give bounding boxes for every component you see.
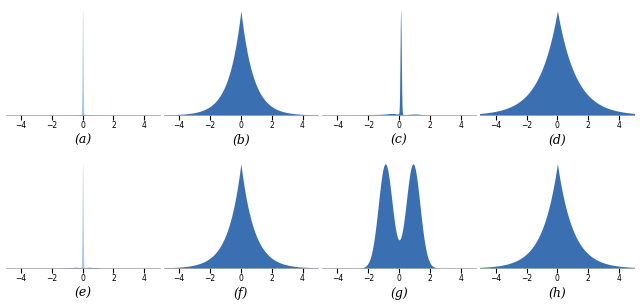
X-axis label: (e): (e) bbox=[74, 287, 91, 300]
X-axis label: (g): (g) bbox=[390, 287, 408, 300]
X-axis label: (a): (a) bbox=[74, 134, 92, 147]
X-axis label: (f): (f) bbox=[234, 287, 248, 300]
X-axis label: (d): (d) bbox=[548, 134, 566, 147]
X-axis label: (c): (c) bbox=[391, 134, 408, 147]
X-axis label: (b): (b) bbox=[232, 134, 250, 147]
X-axis label: (h): (h) bbox=[548, 287, 566, 300]
